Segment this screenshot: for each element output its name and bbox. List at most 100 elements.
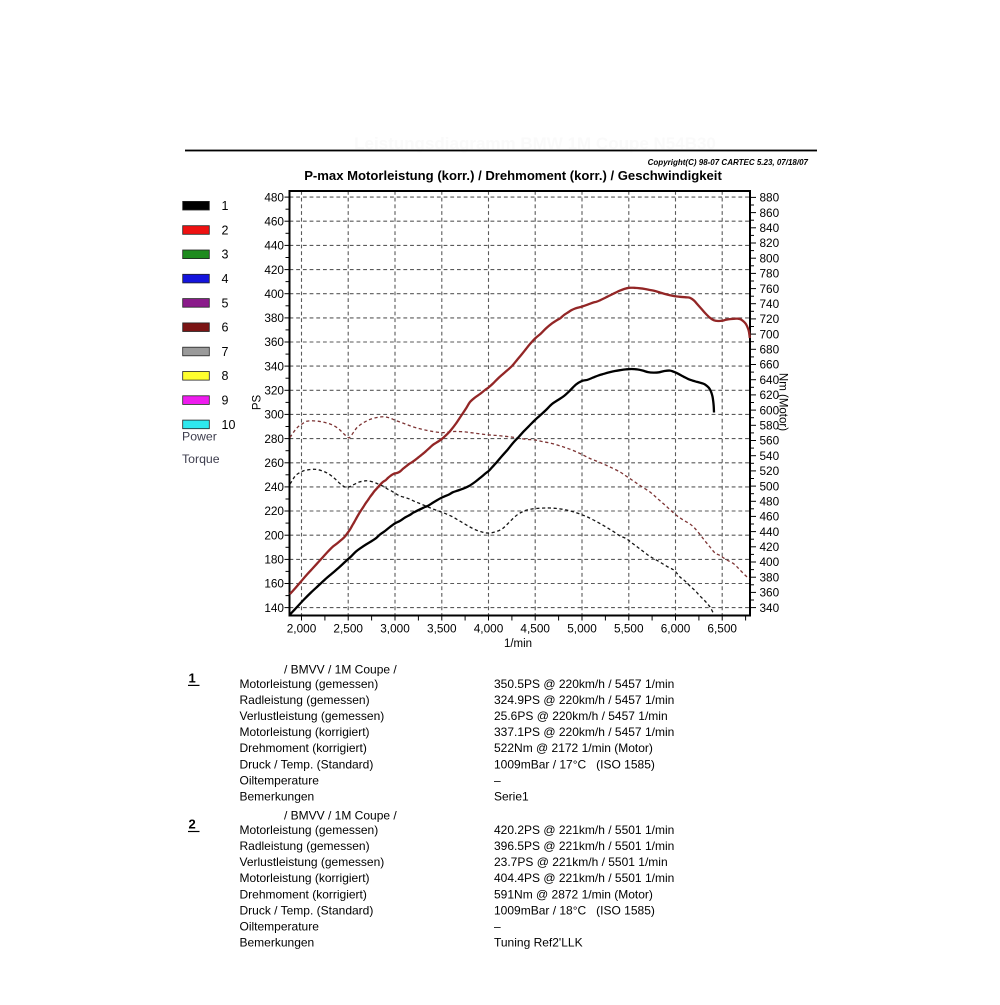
svg-text:2,000: 2,000: [287, 622, 317, 636]
svg-text:820: 820: [760, 236, 780, 250]
svg-text:Power: Power: [182, 430, 217, 444]
svg-text:4,500: 4,500: [520, 622, 550, 636]
svg-text:760: 760: [760, 282, 780, 296]
svg-text:3,500: 3,500: [427, 622, 457, 636]
svg-text:440: 440: [264, 239, 284, 253]
svg-text:350.5PS @ 220km/h / 5457 1/min: 350.5PS @ 220km/h / 5457 1/min: [494, 677, 674, 691]
svg-text:2,500: 2,500: [333, 622, 363, 636]
svg-text:Bemerkungen: Bemerkungen: [240, 936, 315, 950]
svg-text:Oiltemperature: Oiltemperature: [240, 773, 320, 787]
svg-text:860: 860: [760, 206, 780, 220]
svg-text:591Nm @ 2872 1/min (Motor): 591Nm @ 2872 1/min (Motor): [494, 887, 653, 901]
svg-text:Verlustleistung (gemessen): Verlustleistung (gemessen): [240, 709, 385, 723]
svg-text:420: 420: [760, 540, 780, 554]
svg-text:840: 840: [760, 221, 780, 235]
svg-text:324.9PS @ 220km/h / 5457 1/min: 324.9PS @ 220km/h / 5457 1/min: [494, 693, 674, 707]
svg-text:Leistungsdiagramm BMW 1M Cou: Leistungsdiagramm BMW 1M Coupe N54B30: [354, 134, 716, 153]
svg-text:Druck / Temp. (Standard): Druck / Temp. (Standard): [240, 903, 374, 917]
svg-text:2: 2: [222, 223, 229, 237]
svg-text:25.6PS @ 220km/h / 5457 1/min: 25.6PS @ 220km/h / 5457 1/min: [494, 709, 668, 723]
svg-text:660: 660: [760, 358, 780, 372]
svg-text:23.7PS @ 221km/h / 5501 1/min: 23.7PS @ 221km/h / 5501 1/min: [494, 855, 668, 869]
svg-text:Radleistung (gemessen): Radleistung (gemessen): [240, 693, 370, 707]
svg-text:220: 220: [264, 504, 284, 518]
svg-text:5,000: 5,000: [567, 622, 597, 636]
svg-text:200: 200: [264, 528, 284, 542]
svg-text:880: 880: [760, 191, 780, 205]
svg-text:5,500: 5,500: [614, 622, 644, 636]
svg-text:–: –: [494, 773, 501, 787]
svg-text:Drehmoment (korrigiert): Drehmoment (korrigiert): [240, 887, 367, 901]
svg-text:Serie1: Serie1: [494, 790, 529, 804]
svg-text:Oiltemperature: Oiltemperature: [240, 920, 320, 934]
svg-text:520: 520: [760, 464, 780, 478]
svg-text:480: 480: [760, 495, 780, 509]
svg-text:9: 9: [222, 394, 229, 408]
svg-text:Motorleistung (korrigiert): Motorleistung (korrigiert): [240, 871, 370, 885]
svg-text:4: 4: [222, 272, 229, 286]
svg-text:580: 580: [760, 419, 780, 433]
svg-text:404.4PS @ 221km/h / 5501 1/min: 404.4PS @ 221km/h / 5501 1/min: [494, 871, 674, 885]
svg-text:P-max Motorleistung (korr.) /: P-max Motorleistung (korr.) / Drehmoment…: [304, 168, 722, 183]
svg-text:600: 600: [760, 403, 780, 417]
svg-text:540: 540: [760, 449, 780, 463]
svg-text:180: 180: [264, 553, 284, 567]
svg-text:–: –: [494, 920, 501, 934]
svg-text:Nm (Motor): Nm (Motor): [777, 373, 789, 431]
svg-text:360: 360: [760, 586, 780, 600]
svg-text:440: 440: [760, 525, 780, 539]
svg-text:1009mBar / 18°C (ISO 1585): 1009mBar / 18°C (ISO 1585): [494, 903, 655, 917]
svg-text:800: 800: [760, 251, 780, 265]
svg-text:6,500: 6,500: [707, 622, 737, 636]
svg-text:360: 360: [264, 335, 284, 349]
svg-text:1: 1: [189, 670, 196, 685]
svg-text:/ BMVV / 1M Coupe /: / BMVV / 1M Coupe /: [284, 663, 397, 677]
svg-text:400: 400: [264, 287, 284, 301]
svg-text:1/min: 1/min: [504, 638, 532, 650]
svg-text:Drehmoment (korrigiert): Drehmoment (korrigiert): [240, 741, 367, 755]
svg-text:320: 320: [264, 384, 284, 398]
svg-text:640: 640: [760, 373, 780, 387]
svg-text:Druck / Temp. (Standard): Druck / Temp. (Standard): [240, 757, 374, 771]
svg-text:460: 460: [760, 510, 780, 524]
svg-text:780: 780: [760, 267, 780, 281]
svg-text:Copyright(C) 98-07 CARTEC 5.23: Copyright(C) 98-07 CARTEC 5.23, 07/18/07: [648, 158, 809, 167]
svg-text:Verlustleistung (gemessen): Verlustleistung (gemessen): [240, 855, 385, 869]
svg-text:340: 340: [264, 359, 284, 373]
svg-text:5: 5: [222, 296, 229, 310]
svg-text:2: 2: [189, 816, 196, 831]
svg-text:400: 400: [760, 555, 780, 569]
svg-text:337.1PS @ 220km/h / 5457 1/min: 337.1PS @ 220km/h / 5457 1/min: [494, 725, 674, 739]
svg-text:Motorleistung (gemessen): Motorleistung (gemessen): [240, 823, 379, 837]
svg-text:522Nm @ 2172 1/min (Motor): 522Nm @ 2172 1/min (Motor): [494, 741, 653, 755]
svg-text:240: 240: [264, 480, 284, 494]
svg-text:3,000: 3,000: [380, 622, 410, 636]
svg-text:1009mBar / 17°C (ISO 1585): 1009mBar / 17°C (ISO 1585): [494, 757, 655, 771]
svg-text:Radleistung (gemessen): Radleistung (gemessen): [240, 839, 370, 853]
svg-text:Motorleistung (gemessen): Motorleistung (gemessen): [240, 677, 379, 691]
svg-text:6,000: 6,000: [661, 622, 691, 636]
svg-text:Tuning Ref2'LLK: Tuning Ref2'LLK: [494, 936, 583, 950]
svg-text:500: 500: [760, 479, 780, 493]
svg-text:7: 7: [222, 345, 229, 359]
svg-text:560: 560: [760, 434, 780, 448]
svg-text:480: 480: [264, 190, 284, 204]
svg-text:140: 140: [264, 601, 284, 615]
svg-text:720: 720: [760, 312, 780, 326]
svg-text:Bemerkungen: Bemerkungen: [240, 790, 315, 804]
svg-text:8: 8: [222, 369, 229, 383]
svg-text:300: 300: [264, 408, 284, 422]
svg-text:740: 740: [760, 297, 780, 311]
svg-text:700: 700: [760, 327, 780, 341]
svg-text:280: 280: [264, 432, 284, 446]
svg-text:420.2PS @ 221km/h / 5501 1/min: 420.2PS @ 221km/h / 5501 1/min: [494, 823, 674, 837]
svg-text:160: 160: [264, 577, 284, 591]
svg-text:10: 10: [222, 418, 236, 432]
svg-text:6: 6: [222, 321, 229, 335]
svg-text:/ BMVV / 1M Coupe /: / BMVV / 1M Coupe /: [284, 809, 397, 823]
svg-text:380: 380: [760, 570, 780, 584]
svg-text:Motorleistung (korrigiert): Motorleistung (korrigiert): [240, 725, 370, 739]
svg-text:Torque: Torque: [182, 452, 220, 466]
svg-text:1: 1: [222, 199, 229, 213]
svg-text:680: 680: [760, 343, 780, 357]
